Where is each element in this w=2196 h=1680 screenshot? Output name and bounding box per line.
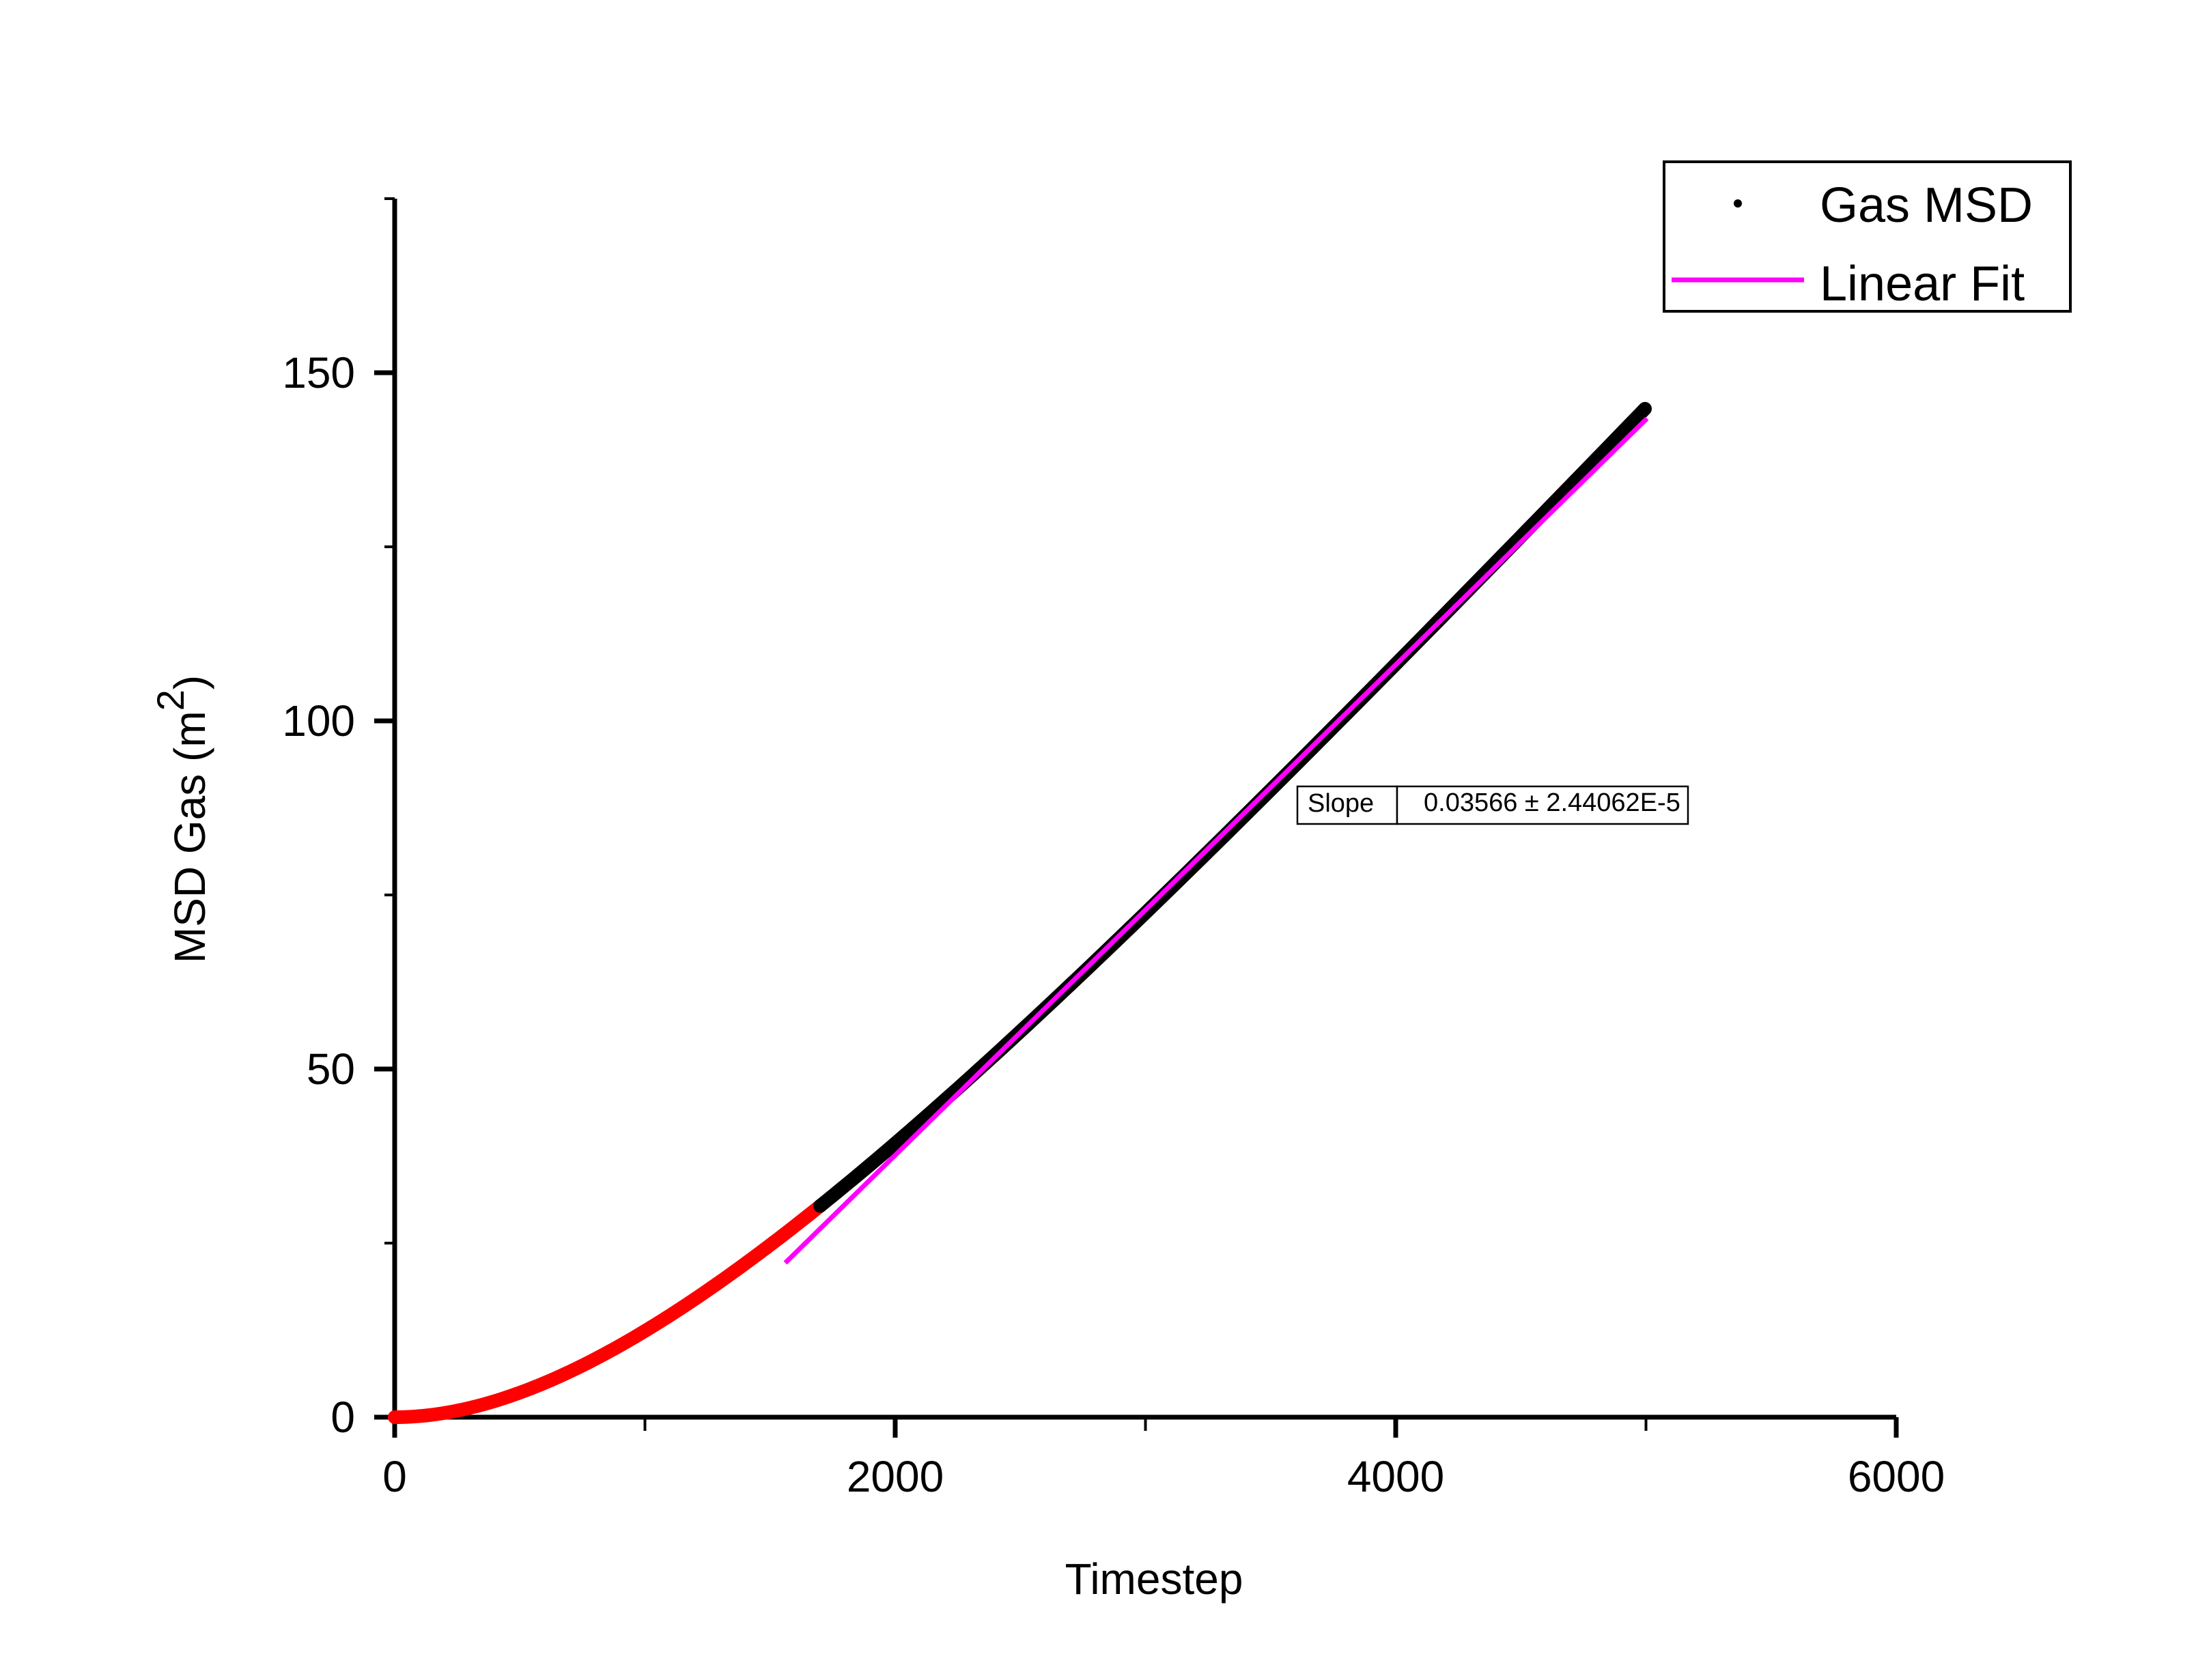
svg-text:4000: 4000 [1347,1452,1444,1501]
svg-text:2000: 2000 [847,1452,944,1501]
svg-text:0: 0 [330,1393,355,1442]
svg-text:Linear Fit: Linear Fit [1820,257,2025,311]
svg-text:MSD Gas (m2): MSD Gas (m2) [149,675,215,963]
svg-text:100: 100 [282,696,355,745]
svg-text:Timestep: Timestep [1065,1554,1243,1604]
svg-text:50: 50 [307,1044,355,1094]
svg-text:0: 0 [382,1452,407,1501]
svg-text:6000: 6000 [1848,1452,1945,1501]
svg-text:150: 150 [282,348,355,397]
svg-text:Gas MSD: Gas MSD [1820,178,2033,233]
svg-text:0.03566 ± 2.44062E-5: 0.03566 ± 2.44062E-5 [1424,788,1680,817]
svg-text:Slope: Slope [1308,789,1374,818]
